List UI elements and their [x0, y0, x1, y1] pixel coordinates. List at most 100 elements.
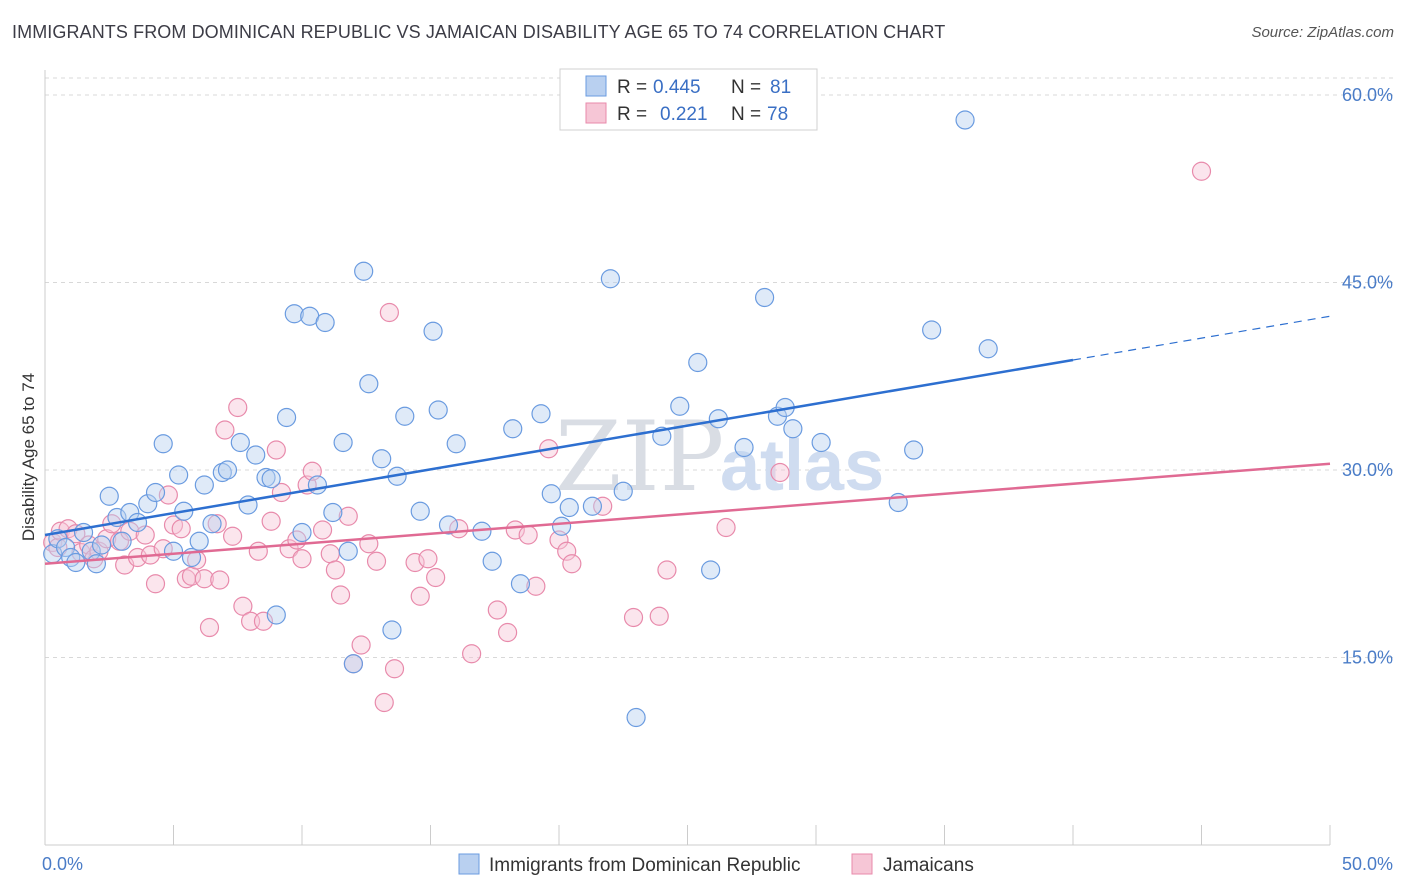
legend-swatch-dominican: [585, 75, 607, 97]
jamaican-point-54: [379, 302, 399, 323]
jamaican-point-70: [562, 554, 582, 574]
dominican-point-45: [382, 620, 402, 640]
jamaican-point-59: [426, 567, 446, 588]
jamaican-point-76: [770, 462, 790, 483]
legend-n-label-1: N =: [731, 77, 761, 98]
jamaican-point-75: [716, 517, 736, 538]
jamaican-point-44: [312, 520, 333, 540]
dominican-point-21: [189, 531, 209, 551]
dominican-point-49: [423, 321, 443, 341]
jamaican-point-45: [320, 544, 340, 564]
dominican-trend-line: [44, 358, 1074, 537]
dominican-point-57: [531, 404, 551, 424]
jamaican-point-65: [518, 525, 538, 545]
y-tick-label-3: 60.0%: [1342, 85, 1393, 105]
jamaican-point-47: [330, 585, 351, 605]
jamaican-point-71: [593, 496, 613, 516]
dominican-point-32: [276, 407, 297, 428]
legend: R = 0.445 N = 81 R = 0.221 N = 78: [559, 68, 818, 131]
axes: [44, 70, 1331, 846]
dominican-point-62: [600, 269, 621, 289]
dominican-point-9: [99, 486, 119, 506]
jamaican-point-30: [223, 526, 243, 546]
jamaican-point-34: [248, 541, 268, 561]
trend-lines: [44, 315, 1331, 565]
legend-n-label-2: N =: [731, 104, 761, 125]
dominican-point-77: [904, 440, 924, 460]
dominican-point-74: [783, 419, 803, 439]
jamaican-point-62: [487, 600, 507, 620]
dominican-point-59: [551, 516, 572, 536]
y-tick-label-0: 15.0%: [1342, 648, 1393, 668]
legend-r-value-2: 0.221: [660, 104, 708, 125]
jamaican-point-73: [649, 606, 669, 626]
dominican-point-61: [582, 496, 603, 516]
bottom-legend-swatch-dominican: [458, 853, 480, 875]
dominican-point-15: [145, 482, 166, 503]
jamaican-point-21: [171, 519, 191, 539]
dominican-point-36: [307, 475, 328, 495]
dominican-point-68: [701, 560, 721, 580]
jamaican-point-66: [526, 576, 546, 596]
dominican-point-55: [503, 419, 523, 439]
dominican-point-64: [626, 707, 646, 728]
jamaican-point-37: [266, 440, 286, 460]
dominican-point-38: [323, 502, 343, 523]
dominican-point-47: [395, 406, 415, 426]
dominican-point-16: [153, 434, 173, 454]
dominican-point-17: [163, 541, 184, 561]
jamaican-point-31: [228, 397, 248, 418]
dominican-point-41: [343, 654, 363, 674]
jamaican-point-74: [657, 560, 677, 580]
jamaican-point-27: [207, 514, 227, 534]
x-tick-label-0: 0.0%: [42, 854, 83, 874]
legend-r-label-1: R =: [617, 77, 647, 98]
dominican-point-14: [138, 494, 158, 514]
jamaican-trend-line: [44, 462, 1331, 565]
jamaican-point-56: [405, 552, 425, 573]
series-jamaicans-points: [43, 161, 1212, 713]
dominican-point-60: [559, 497, 579, 518]
y-axis-label: Disability Age 65 to 74: [19, 373, 38, 541]
dominican-point-66: [670, 396, 690, 416]
jamaican-point-28: [210, 570, 230, 590]
y-tick-label-1: 30.0%: [1342, 460, 1393, 480]
dominican-point-48: [410, 501, 430, 521]
dominican-point-54: [482, 551, 502, 571]
dominican-point-8: [91, 535, 112, 555]
jamaican-point-29: [215, 420, 235, 440]
dominican-point-7: [86, 554, 107, 574]
bottom-legend-label-dominican: Immigrants from Dominican Republic: [489, 855, 801, 876]
y-tick-labels: 15.0% 30.0% 45.0% 60.0%: [1342, 85, 1393, 668]
dominican-point-33: [284, 304, 304, 324]
jamaican-point-69: [557, 541, 577, 561]
dominican-point-78: [922, 320, 942, 340]
dominican-point-44: [372, 449, 392, 469]
dominican-point-63: [613, 481, 633, 501]
dominican-point-71: [754, 287, 775, 308]
dominican-point-52: [446, 434, 466, 454]
x-tick-label-1: 50.0%: [1342, 854, 1393, 874]
dominican-point-79: [955, 110, 975, 130]
chart-title: IMMIGRANTS FROM DOMINICAN REPUBLIC VS JA…: [12, 22, 946, 42]
jamaican-point-52: [366, 551, 387, 571]
jamaican-point-72: [623, 607, 644, 628]
jamaican-point-32: [233, 596, 253, 616]
jamaican-point-77: [1191, 161, 1212, 181]
jamaican-point-26: [199, 617, 220, 638]
dominican-point-75: [811, 432, 831, 453]
dominican-point-50: [428, 400, 448, 420]
dominican-point-70: [734, 437, 754, 458]
legend-n-value-1: 81: [770, 77, 791, 98]
watermark-zip: ZIP: [555, 401, 724, 513]
jamaican-point-61: [462, 644, 482, 664]
y-tick-label-2: 45.0%: [1342, 273, 1393, 293]
legend-r-value-1: 0.445: [653, 77, 701, 98]
legend-n-value-2: 78: [767, 104, 788, 125]
dominican-point-67: [688, 352, 708, 373]
dominican-point-24: [212, 462, 232, 483]
jamaican-point-46: [325, 560, 346, 580]
jamaican-point-55: [384, 659, 405, 679]
dominican-point-26: [230, 432, 250, 453]
